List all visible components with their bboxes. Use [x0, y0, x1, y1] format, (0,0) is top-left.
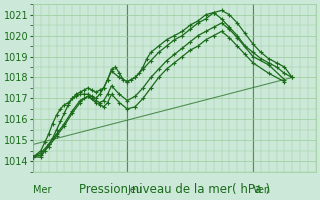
Text: Mer: Mer: [33, 185, 52, 195]
Text: Jeu: Jeu: [127, 185, 142, 195]
Text: Ven: Ven: [253, 185, 271, 195]
X-axis label: Pression niveau de la mer( hPa ): Pression niveau de la mer( hPa ): [79, 183, 270, 196]
